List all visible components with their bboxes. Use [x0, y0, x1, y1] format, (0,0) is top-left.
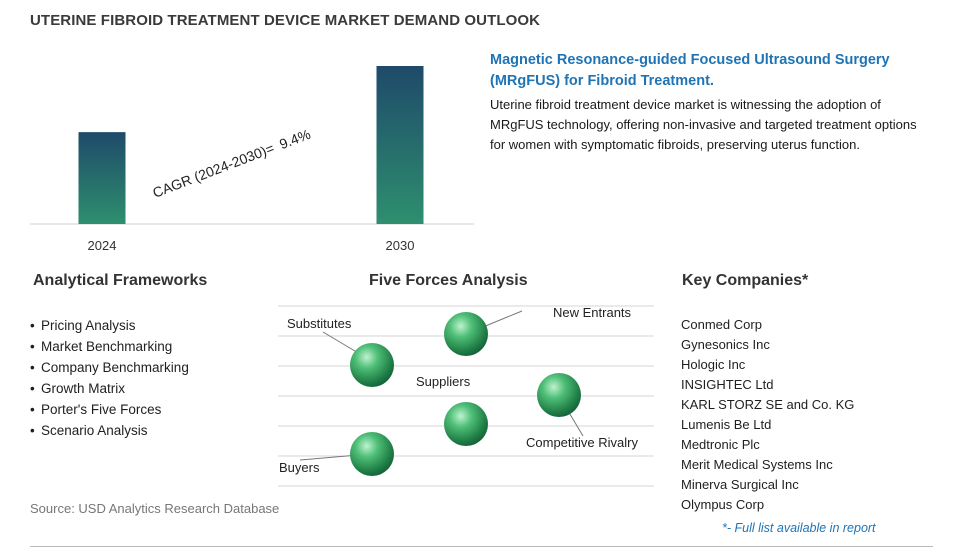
bar-chart: 2024 2030 CAGR (2024-2030)=9.4% [30, 66, 474, 253]
list-item: Olympus Corp [681, 497, 765, 512]
list-item: Merit Medical Systems Inc [681, 457, 833, 472]
highlight-body: Uterine fibroid treatment device market … [490, 97, 917, 152]
sphere-buyers [350, 432, 394, 476]
key-companies-list: Conmed Corp Gynesonics Inc Hologic Inc I… [681, 315, 854, 515]
frameworks-title: Analytical Frameworks [33, 272, 208, 289]
sphere-suppliers [444, 402, 488, 446]
list-item: Pricing Analysis [30, 315, 189, 336]
bar-2024 [78, 132, 126, 224]
list-item: Minerva Surgical Inc [681, 477, 799, 492]
five-forces-title: Five Forces Analysis [369, 272, 528, 289]
label-suppliers: Suppliers [416, 374, 471, 389]
bottom-divider [30, 546, 933, 547]
list-item: Medtronic Plc [681, 437, 760, 452]
frameworks-list: Pricing Analysis Market Benchmarking Com… [30, 315, 189, 441]
list-item: Scenario Analysis [30, 420, 189, 441]
list-item: Porter's Five Forces [30, 399, 189, 420]
sphere-competitive-rivalry [537, 373, 581, 417]
label-substitutes: Substitutes [287, 316, 352, 331]
label-buyers: Buyers [279, 460, 320, 475]
bar-2030 [376, 66, 424, 224]
x-tick-label: 2030 [386, 238, 415, 253]
five-forces-diagram: Substitutes New Entrants Suppliers Compe… [278, 305, 654, 487]
key-companies-title: Key Companies* [682, 272, 809, 289]
full-list-footnote: *- Full list available in report [722, 521, 876, 535]
list-item: KARL STORZ SE and Co. KG [681, 397, 855, 412]
source-note: Source: USD Analytics Research Database [30, 501, 280, 516]
list-item: Gynesonics Inc [681, 337, 770, 352]
list-item: Lumenis Be Ltd [681, 417, 772, 432]
sphere-new-entrants [444, 312, 488, 356]
list-item: INSIGHTEC Ltd [681, 377, 774, 392]
label-competitive-rivalry: Competitive Rivalry [526, 435, 638, 450]
list-item: Conmed Corp [681, 317, 762, 332]
cagr-annotation: CAGR (2024-2030)=9.4% [150, 126, 312, 201]
sphere-substitutes [350, 343, 394, 387]
list-item: Growth Matrix [30, 378, 189, 399]
highlight-title: Magnetic Resonance-guided Focused Ultras… [490, 52, 890, 89]
list-item: Market Benchmarking [30, 336, 189, 357]
label-new-entrants: New Entrants [553, 305, 632, 320]
list-item: Company Benchmarking [30, 357, 189, 378]
list-item: Hologic Inc [681, 357, 746, 372]
x-tick-label: 2024 [88, 238, 117, 253]
page-title: UTERINE FIBROID TREATMENT DEVICE MARKET … [30, 12, 541, 29]
